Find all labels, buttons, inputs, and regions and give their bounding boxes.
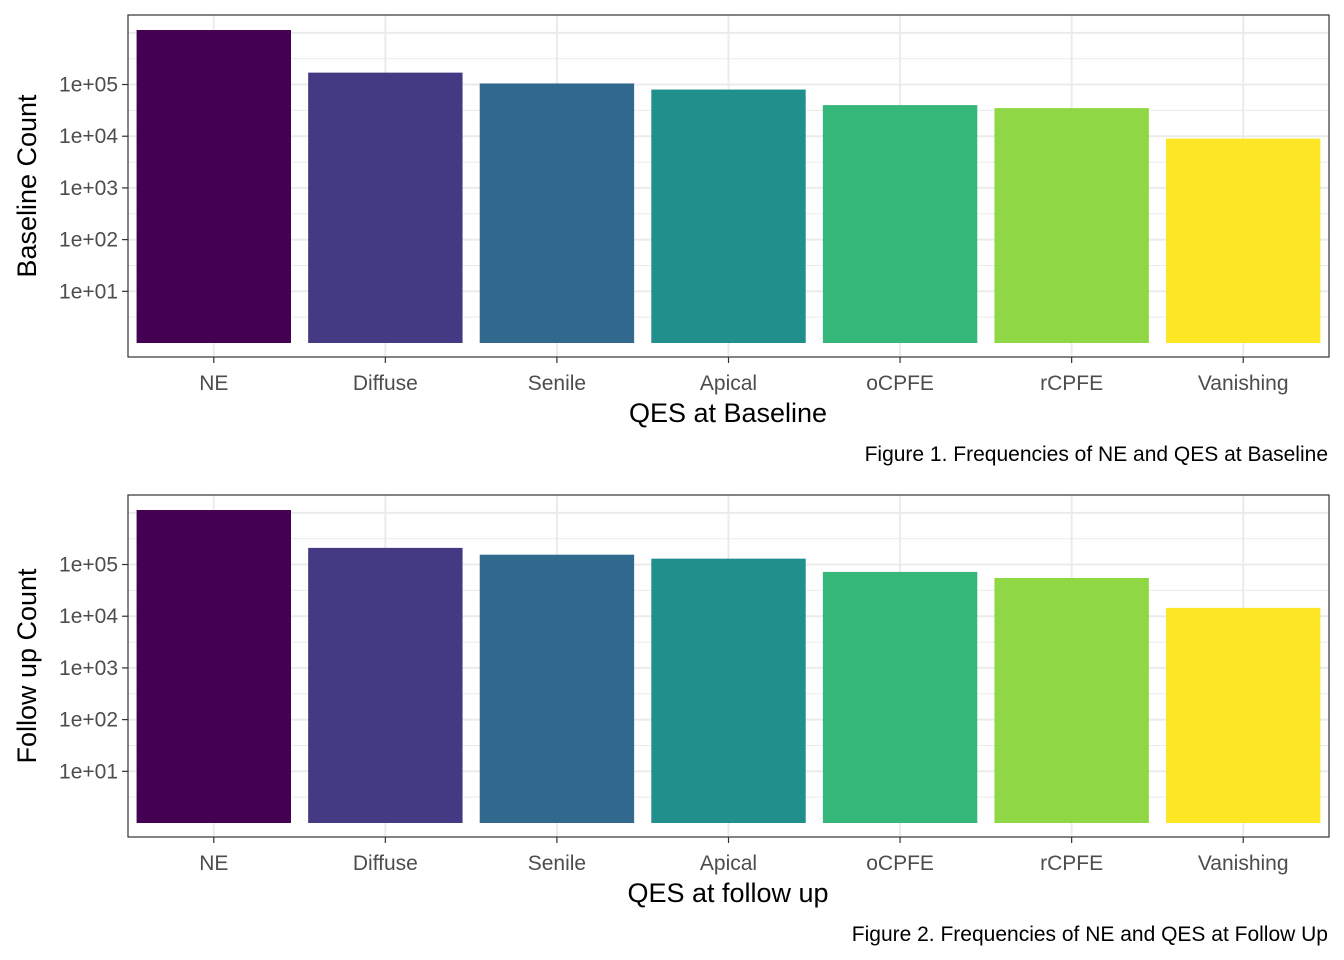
y-tick-label: 1e+02: [59, 709, 118, 732]
bar-apical: [651, 558, 806, 823]
x-tick-label: Vanishing: [1198, 852, 1289, 875]
y-tick-label: 1e+05: [59, 74, 118, 97]
x-axis-title: QES at follow up: [627, 878, 828, 908]
y-tick-label: 1e+03: [59, 657, 118, 680]
bar-vanishing: [1166, 138, 1321, 343]
x-tick-label: Apical: [700, 852, 757, 875]
bars: [136, 30, 1321, 344]
figure-caption: Figure 2. Frequencies of NE and QES at F…: [852, 923, 1328, 946]
x-tick-label: Diffuse: [353, 852, 418, 875]
bar-ne: [136, 30, 291, 343]
bar-ne: [136, 510, 291, 823]
y-axis: 1e+01 1e+02 1e+03 1e+04 1e+05: [59, 74, 128, 303]
y-tick-label: 1e+04: [59, 605, 118, 628]
figure-2: 1e+01 1e+02 1e+03 1e+04 1e+05 NE Diffuse Senil…: [0, 480, 1344, 960]
y-axis-title: Baseline Count: [12, 94, 42, 278]
figure-caption: Figure 1. Frequencies of NE and QES at B…: [865, 443, 1328, 466]
x-axis-title: QES at Baseline: [629, 398, 827, 428]
x-tick-label: NE: [199, 372, 228, 395]
bar-ocpfe: [822, 105, 978, 344]
chart-1: 1e+01 1e+02 1e+03 1e+04 1e+05 NE Diffuse Senil…: [12, 14, 1330, 466]
bar-apical: [651, 89, 806, 344]
y-tick-label: 1e+05: [59, 554, 118, 577]
figure-1: 1e+01 1e+02 1e+03 1e+04 1e+05 NE Diffuse Senil…: [12, 14, 1330, 466]
x-tick-label: rCPFE: [1040, 852, 1103, 875]
bar-vanishing: [1166, 607, 1321, 823]
x-tick-label: oCPFE: [866, 372, 934, 395]
bar-diffuse: [308, 547, 463, 823]
bar-ocpfe: [822, 571, 978, 823]
bar-rcpfe: [994, 108, 1149, 343]
x-tick-label: Diffuse: [353, 372, 418, 395]
x-tick-label: oCPFE: [866, 852, 934, 875]
x-axis: NE Diffuse Senile Apical oCPFE rCPFE Vanishing: [199, 357, 1289, 395]
x-axis: NE Diffuse Senile Apical oCPFE rCPFE Vanishing: [199, 837, 1289, 875]
bar-senile: [479, 554, 635, 823]
x-tick-label: rCPFE: [1040, 372, 1103, 395]
x-tick-label: NE: [199, 852, 228, 875]
x-tick-label: Senile: [528, 372, 586, 395]
chart-2: 1e+01 1e+02 1e+03 1e+04 1e+05 NE Diffuse Senil…: [12, 494, 1330, 946]
y-tick-label: 1e+01: [59, 280, 118, 303]
y-tick-label: 1e+01: [59, 760, 118, 783]
x-tick-label: Vanishing: [1198, 372, 1289, 395]
y-axis: 1e+01 1e+02 1e+03 1e+04 1e+05: [59, 554, 128, 783]
x-tick-label: Apical: [700, 372, 757, 395]
y-tick-label: 1e+04: [59, 125, 118, 148]
bar-senile: [479, 83, 635, 343]
bars: [136, 510, 1321, 823]
bar-diffuse: [308, 72, 463, 343]
x-tick-label: Senile: [528, 852, 586, 875]
bar-rcpfe: [994, 577, 1149, 823]
y-tick-label: 1e+02: [59, 229, 118, 252]
y-tick-label: 1e+03: [59, 177, 118, 200]
y-axis-title: Follow up Count: [12, 568, 42, 764]
